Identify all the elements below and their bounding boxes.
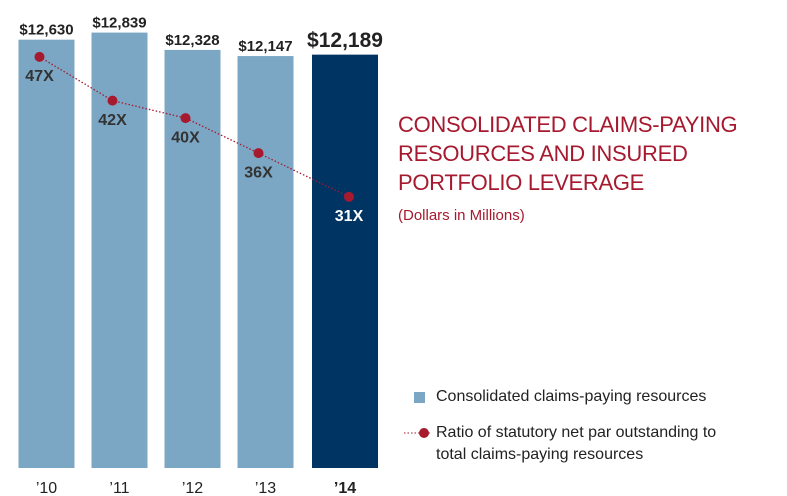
ratio-label: 31X [335, 208, 364, 225]
ratio-dot [253, 148, 264, 159]
ratio-line [39, 56, 350, 198]
x-tick-label: ’14 [334, 480, 356, 496]
chart-title: CONSOLIDATED CLAIMS-PAYING RESOURCES AND… [398, 112, 738, 195]
chart-subtitle: (Dollars in Millions) [398, 207, 525, 224]
ratio-dot [180, 113, 191, 124]
ratio-label: 47X [25, 68, 54, 85]
bar [237, 56, 294, 469]
ratio-label: 40X [171, 129, 200, 146]
bar [312, 54, 378, 468]
ratio-dot [34, 51, 45, 62]
ratio-label: 42X [98, 112, 127, 129]
legend-swatch [414, 392, 425, 403]
bar-value-label: $12,839 [92, 15, 146, 32]
x-tick-label: ’11 [109, 480, 129, 496]
ratio-label: 36X [244, 164, 273, 181]
ratio-dot [344, 191, 354, 202]
x-tick-label: ’10 [36, 480, 57, 496]
bar-value-label: $12,630 [19, 22, 73, 39]
bar-value-label: $12,328 [165, 32, 219, 49]
legend-dot [419, 428, 429, 438]
ratio-dot [107, 95, 118, 106]
bar-value-label: $12,189 [307, 29, 383, 52]
bar-value-label: $12,147 [238, 38, 292, 55]
legend-entry: Consolidated claims-paying resources [436, 388, 707, 405]
bar [164, 49, 221, 469]
bar [91, 32, 148, 469]
x-tick-label: ’13 [255, 480, 276, 496]
legend-entry: Ratio of statutory net par outstanding t… [436, 424, 717, 463]
bar [18, 39, 75, 469]
x-tick-label: ’12 [182, 480, 203, 496]
